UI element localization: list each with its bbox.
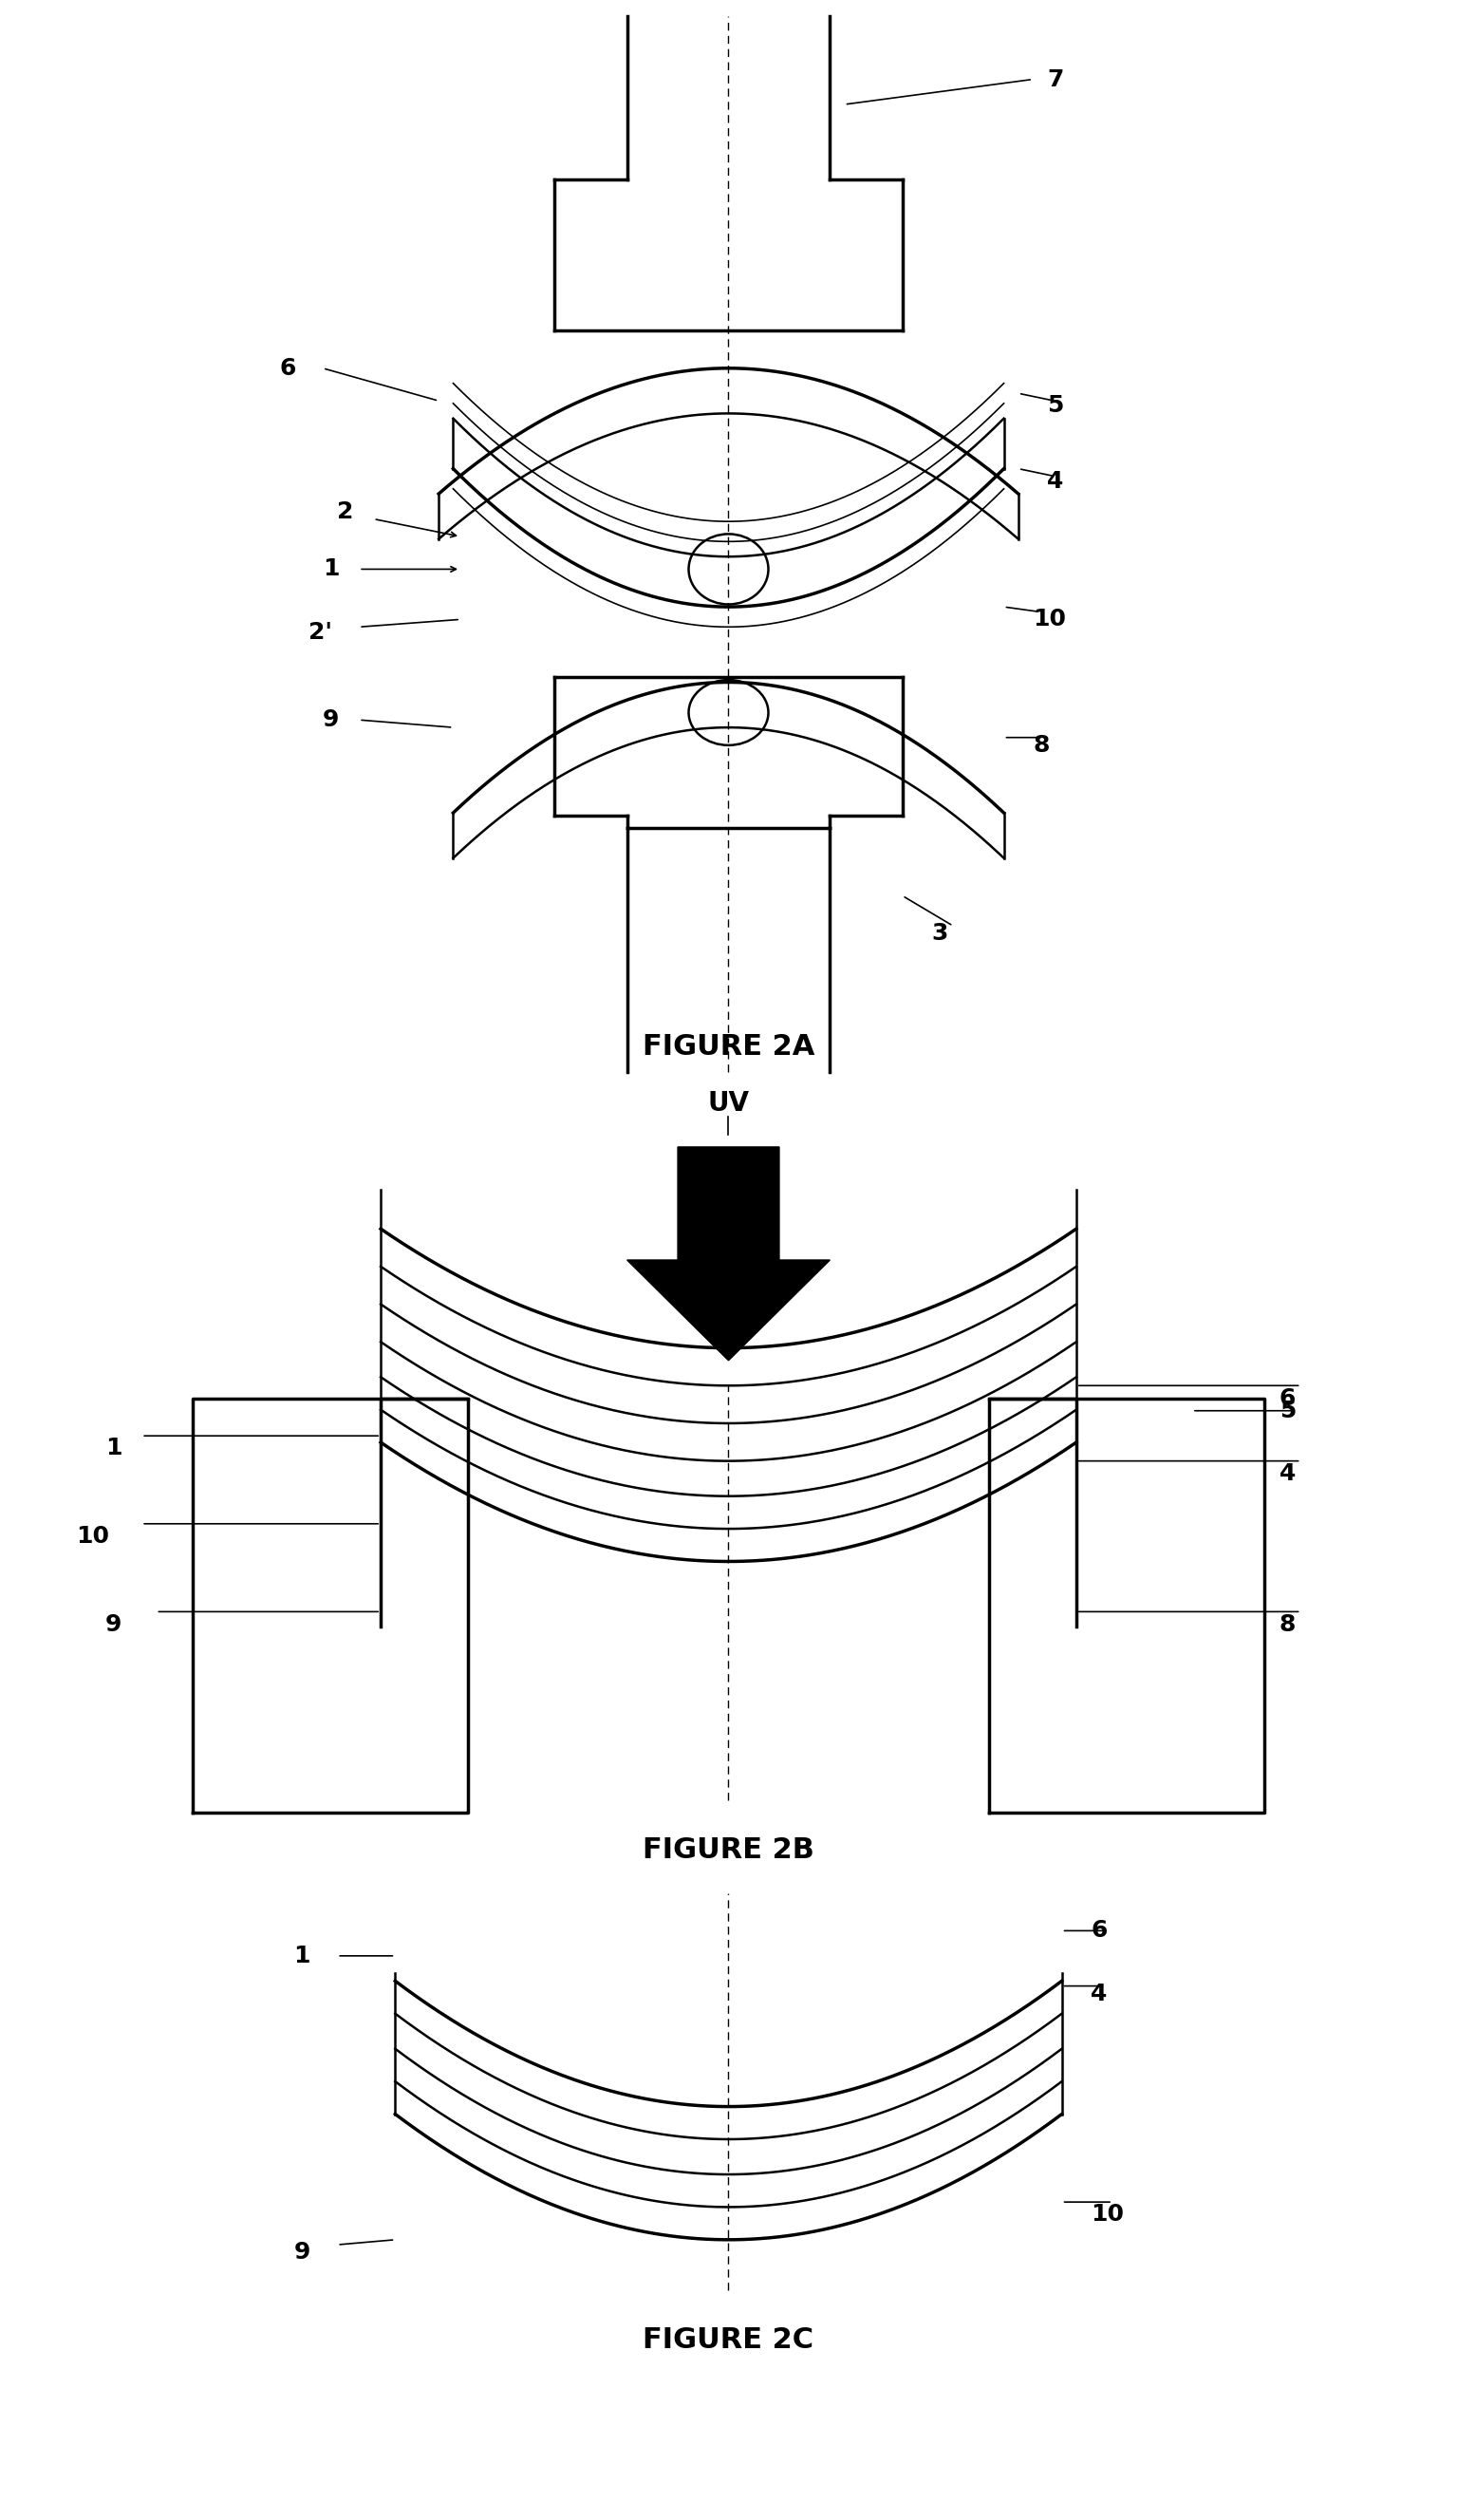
Polygon shape (627, 1147, 830, 1361)
Text: 1: 1 (294, 1945, 310, 1968)
Text: UV: UV (708, 1091, 749, 1116)
Text: 9: 9 (105, 1613, 122, 1635)
Text: 4: 4 (1279, 1462, 1295, 1484)
Text: 8: 8 (1033, 733, 1049, 756)
Text: FIGURE 2B: FIGURE 2B (643, 1837, 814, 1865)
Text: 6: 6 (280, 358, 296, 381)
Text: 1: 1 (105, 1436, 122, 1459)
Text: 6: 6 (1279, 1386, 1295, 1409)
Text: 10: 10 (76, 1525, 109, 1547)
Text: FIGURE 2C: FIGURE 2C (643, 2326, 814, 2354)
Text: 7: 7 (1048, 68, 1064, 91)
Text: 4: 4 (1091, 1983, 1107, 2006)
Text: 9: 9 (294, 2240, 310, 2263)
Text: 9: 9 (323, 708, 339, 731)
Text: 5: 5 (1279, 1399, 1295, 1421)
Text: 3: 3 (931, 922, 949, 945)
Text: 5: 5 (1048, 396, 1064, 418)
Text: 6: 6 (1091, 1920, 1107, 1943)
Text: FIGURE 2A: FIGURE 2A (643, 1033, 814, 1061)
Text: 2': 2' (309, 620, 332, 643)
Text: 4: 4 (1048, 469, 1064, 491)
Text: 2: 2 (337, 499, 354, 522)
Text: 8: 8 (1279, 1613, 1295, 1635)
Text: 10: 10 (1033, 607, 1067, 630)
Text: 10: 10 (1091, 2202, 1123, 2225)
Text: 1: 1 (323, 557, 339, 580)
